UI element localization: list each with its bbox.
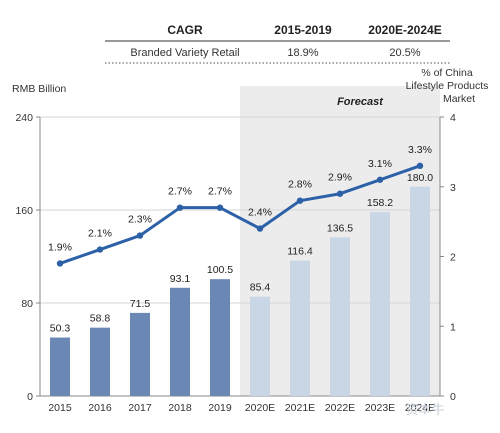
x-tick-label-2019: 2019	[208, 402, 232, 414]
left-axis-title: RMB Billion	[12, 83, 66, 95]
bar-2017	[130, 312, 150, 396]
cagr-table: CAGR 2015-2019 2020E-2024E Branded Varie…	[105, 23, 450, 64]
line-label-2021E: 2.8%	[288, 179, 312, 191]
x-tick-label-2020E: 2020E	[245, 402, 275, 414]
right-axis-title-line-3: Market	[443, 93, 475, 105]
line-label-2023E: 3.1%	[368, 158, 392, 170]
line-label-2018: 2.7%	[168, 186, 192, 198]
line-point-2020E	[256, 225, 264, 232]
bar-label-2016: 58.8	[90, 313, 111, 325]
bar-label-2019: 100.5	[207, 264, 233, 276]
left-tick-label: 160	[15, 205, 33, 217]
x-tick-label-2017: 2017	[128, 402, 152, 414]
left-tick-label: 240	[15, 112, 33, 124]
bar-label-2022E: 136.5	[327, 222, 353, 234]
right-tick-label: 2	[450, 252, 456, 264]
forecast-label: Forecast	[337, 96, 384, 108]
right-tick-label: 0	[450, 391, 456, 403]
line-point-2017	[136, 232, 144, 239]
market-share-line	[59, 164, 421, 265]
line-point-2018	[176, 204, 184, 211]
line-point-2016	[96, 246, 104, 253]
line-point-2024E	[416, 162, 424, 170]
line-label-2017: 2.3%	[128, 214, 152, 226]
x-tick-label-2018: 2018	[168, 402, 192, 414]
bar-label-2018: 93.1	[170, 273, 191, 285]
line-label-2015: 1.9%	[48, 241, 72, 253]
bar-2021E	[290, 260, 310, 396]
watermark: 资本牛	[405, 402, 444, 417]
table-header-cagr: CAGR	[167, 23, 203, 37]
x-tick-label-2016: 2016	[88, 402, 112, 414]
bar-2019	[210, 279, 230, 396]
bar-label-2017: 71.5	[130, 298, 151, 310]
bar-2024E	[410, 186, 430, 396]
bar-label-2023E: 158.2	[367, 197, 393, 209]
left-tick-label: 0	[27, 391, 33, 403]
line-point-2019	[216, 204, 224, 211]
line-point-2022E	[336, 190, 344, 197]
x-tick-label-2024E: 2024E	[405, 402, 435, 414]
bar-2018	[170, 287, 190, 396]
bar-2022E	[330, 237, 350, 396]
left-tick-label: 80	[21, 298, 33, 310]
x-tick-label-2021E: 2021E	[285, 402, 315, 414]
x-tick-label-2015: 2015	[48, 402, 72, 414]
line-label-2020E: 2.4%	[248, 207, 272, 219]
bar-2015	[50, 337, 70, 396]
line-point-2015	[56, 260, 64, 267]
bar-2020E	[250, 296, 270, 396]
table-row-cagr-1: 18.9%	[287, 47, 318, 59]
line-point-2021E	[296, 197, 304, 204]
right-axis-title-line-2: Lifestyle Products	[406, 80, 489, 92]
line-point-2023E	[376, 176, 384, 183]
table-row-cagr-2: 20.5%	[389, 47, 420, 59]
bar-2023E	[370, 212, 390, 396]
line-label-2019: 2.7%	[208, 186, 232, 198]
table-header-period-2: 2020E-2024E	[368, 23, 441, 37]
bar-label-2015: 50.3	[50, 323, 71, 335]
line-label-2024E: 3.3%	[408, 144, 432, 156]
line-label-2016: 2.1%	[88, 228, 112, 240]
right-axis-title-line-1: % of China	[421, 67, 473, 79]
bar-label-2024E: 180.0	[407, 172, 433, 184]
right-tick-label: 3	[450, 182, 456, 194]
line-label-2022E: 2.9%	[328, 172, 352, 184]
table-row-label: Branded Variety Retail	[130, 47, 239, 59]
right-tick-label: 1	[450, 321, 456, 333]
bar-2016	[90, 327, 110, 396]
bar-label-2021E: 116.4	[287, 246, 313, 258]
x-tick-label-2022E: 2022E	[325, 402, 355, 414]
x-tick-label-2023E: 2023E	[365, 402, 395, 414]
bar-label-2020E: 85.4	[250, 282, 271, 294]
table-header-period-1: 2015-2019	[274, 23, 332, 37]
right-tick-label: 4	[450, 112, 456, 124]
